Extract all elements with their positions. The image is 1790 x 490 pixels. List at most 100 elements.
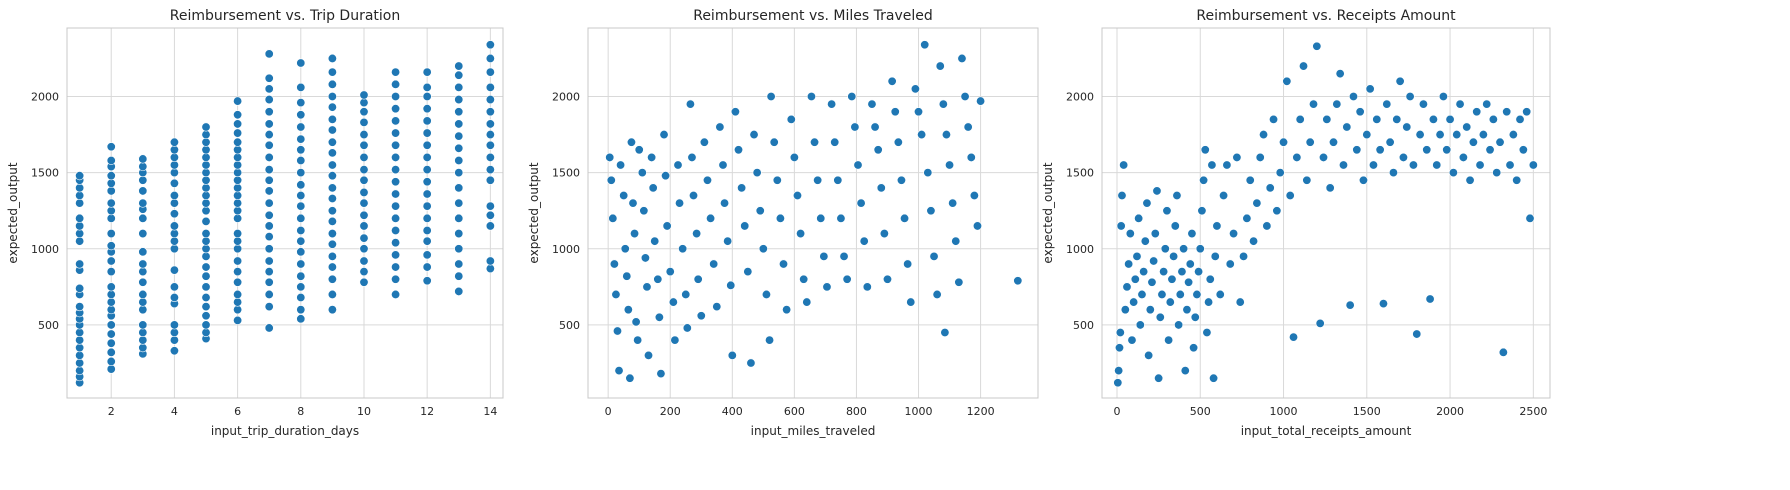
scatter-point bbox=[752, 168, 762, 178]
scatter-point bbox=[485, 165, 495, 175]
scatter-point bbox=[1235, 297, 1245, 307]
scatter-point bbox=[1478, 130, 1488, 140]
scatter-point bbox=[1115, 328, 1125, 338]
scatter-point bbox=[1249, 236, 1259, 246]
scatter-point bbox=[106, 267, 116, 277]
scatter-point bbox=[1139, 267, 1149, 277]
chart-title: Reimbursement vs. Miles Traveled bbox=[693, 8, 933, 24]
scatter-point bbox=[391, 104, 401, 114]
scatter-point bbox=[169, 152, 179, 162]
scatter-point bbox=[296, 305, 306, 315]
scatter-point bbox=[391, 289, 401, 299]
scatter-point bbox=[201, 190, 211, 200]
scatter-point bbox=[720, 198, 730, 208]
scatter-point bbox=[606, 175, 616, 185]
scatter-point bbox=[727, 350, 737, 360]
scatter-point bbox=[969, 190, 979, 200]
scatter-point bbox=[296, 58, 306, 68]
scatter-point bbox=[1462, 122, 1472, 132]
scatter-point bbox=[75, 221, 85, 231]
scatter-point bbox=[1120, 305, 1130, 315]
scatter-point bbox=[1114, 343, 1124, 353]
scatter-point bbox=[682, 323, 692, 333]
scatter-point bbox=[391, 116, 401, 126]
scatter-point bbox=[976, 96, 986, 106]
scatter-point bbox=[1117, 190, 1127, 200]
scatter-point bbox=[948, 198, 958, 208]
scatter-point bbox=[1150, 229, 1160, 239]
scatter-point bbox=[1212, 221, 1222, 231]
scatter-point bbox=[264, 210, 274, 220]
scatter-point bbox=[761, 289, 771, 299]
scatter-point bbox=[485, 201, 495, 211]
scatter-point bbox=[640, 253, 650, 263]
scatter-point bbox=[296, 168, 306, 178]
scatter-point bbox=[454, 271, 464, 281]
scatter-point bbox=[917, 130, 927, 140]
scatter-point bbox=[1465, 175, 1475, 185]
scatter-point bbox=[106, 171, 116, 181]
scatter-point bbox=[1242, 213, 1252, 223]
x-tick-label: 4 bbox=[171, 405, 178, 418]
scatter-point bbox=[938, 99, 948, 109]
scatter-point bbox=[830, 137, 840, 147]
scatter-point bbox=[422, 213, 432, 223]
scatter-point bbox=[359, 267, 369, 277]
scatter-point bbox=[1219, 190, 1229, 200]
scatter-point bbox=[1382, 99, 1392, 109]
scatter-point bbox=[201, 206, 211, 216]
scatter-point bbox=[75, 259, 85, 269]
scatter-point bbox=[233, 119, 243, 129]
scatter-point bbox=[1472, 107, 1482, 117]
scatter-point bbox=[106, 320, 116, 330]
scatter-point bbox=[1202, 328, 1212, 338]
scatter-point bbox=[327, 160, 337, 170]
scatter-point bbox=[264, 107, 274, 117]
scatter-point bbox=[233, 183, 243, 193]
scatter-point bbox=[169, 160, 179, 170]
scatter-panel-2: 0 200 400 600 800 1000 1200 500 1000 1500 2000 Reim… bbox=[527, 8, 1039, 438]
scatter-point bbox=[1522, 107, 1532, 117]
scatter-point bbox=[106, 364, 116, 374]
scatter-point bbox=[1412, 329, 1422, 339]
scatter-point bbox=[201, 152, 211, 162]
chart-title: Reimbursement vs. Receipts Amount bbox=[1196, 8, 1456, 24]
scatter-point bbox=[1482, 99, 1492, 109]
scatter-point bbox=[359, 140, 369, 150]
scatter-point bbox=[75, 236, 85, 246]
scatter-point bbox=[1508, 130, 1518, 140]
scatter-point bbox=[264, 323, 274, 333]
scatter-point bbox=[454, 213, 464, 223]
scatter-point bbox=[1452, 130, 1462, 140]
scatter-point bbox=[75, 190, 85, 200]
scatter-point bbox=[1528, 160, 1538, 170]
scatter-point bbox=[296, 98, 306, 108]
scatter-point bbox=[954, 277, 964, 287]
scatter-point bbox=[454, 168, 464, 178]
scatter-point bbox=[681, 289, 691, 299]
scatter-point bbox=[816, 213, 826, 223]
y-tick-label: 2000 bbox=[1066, 91, 1094, 104]
scatter-point bbox=[792, 190, 802, 200]
scatter-point bbox=[900, 213, 910, 223]
scatter-point bbox=[796, 229, 806, 239]
scatter-point bbox=[454, 119, 464, 129]
scatter-point bbox=[359, 221, 369, 231]
scatter-point bbox=[201, 122, 211, 132]
scatter-point bbox=[910, 84, 920, 94]
scatter-point bbox=[1525, 213, 1535, 223]
scatter-point bbox=[296, 82, 306, 92]
scatter-point bbox=[1405, 92, 1415, 102]
scatter-point bbox=[391, 262, 401, 272]
scatter-point bbox=[1338, 160, 1348, 170]
scatter-point bbox=[1207, 160, 1217, 170]
scatter-point bbox=[1135, 320, 1145, 330]
scatter-point bbox=[454, 183, 464, 193]
scatter-point bbox=[1432, 160, 1442, 170]
scatter-point bbox=[296, 122, 306, 132]
scatter-point bbox=[422, 276, 432, 286]
scatter-point bbox=[1192, 289, 1202, 299]
scatter-point bbox=[1518, 145, 1528, 155]
scatter-point bbox=[201, 302, 211, 312]
scatter-point bbox=[1190, 312, 1200, 322]
